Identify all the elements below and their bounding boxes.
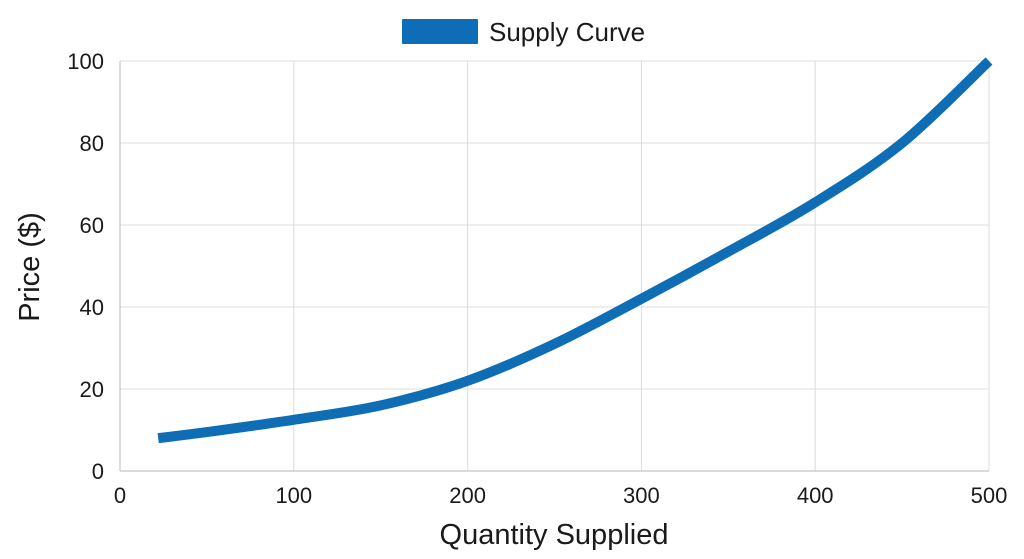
y-tick-label-20: 20: [80, 377, 104, 402]
legend-label-supply-curve: Supply Curve: [489, 17, 645, 47]
y-tick-label-40: 40: [80, 295, 104, 320]
x-tick-label-100: 100: [275, 483, 312, 508]
axes: [119, 61, 989, 472]
series-layer: [157, 57, 993, 444]
x-tick-label-400: 400: [797, 483, 834, 508]
x-axis-title: Quantity Supplied: [440, 519, 669, 551]
x-tick-label-0: 0: [114, 483, 126, 508]
y-axis-title: Price ($): [14, 212, 46, 322]
x-tick-label-500: 500: [971, 483, 1008, 508]
legend-swatch: [402, 19, 478, 44]
y-tick-label-0: 0: [92, 459, 104, 484]
y-tick-label-60: 60: [80, 213, 104, 238]
y-tick-label-80: 80: [80, 131, 104, 156]
y-tick-label-100: 100: [67, 49, 104, 74]
legend[interactable]: Supply Curve: [402, 17, 645, 47]
series-line-supply-curve: [157, 57, 993, 444]
x-tick-label-200: 200: [449, 483, 486, 508]
x-tick-label-300: 300: [623, 483, 660, 508]
grid-lines: [119, 60, 990, 472]
tick-labels: 0 100 200 300 400 500 0 20 40 60 80 100: [67, 49, 1007, 508]
